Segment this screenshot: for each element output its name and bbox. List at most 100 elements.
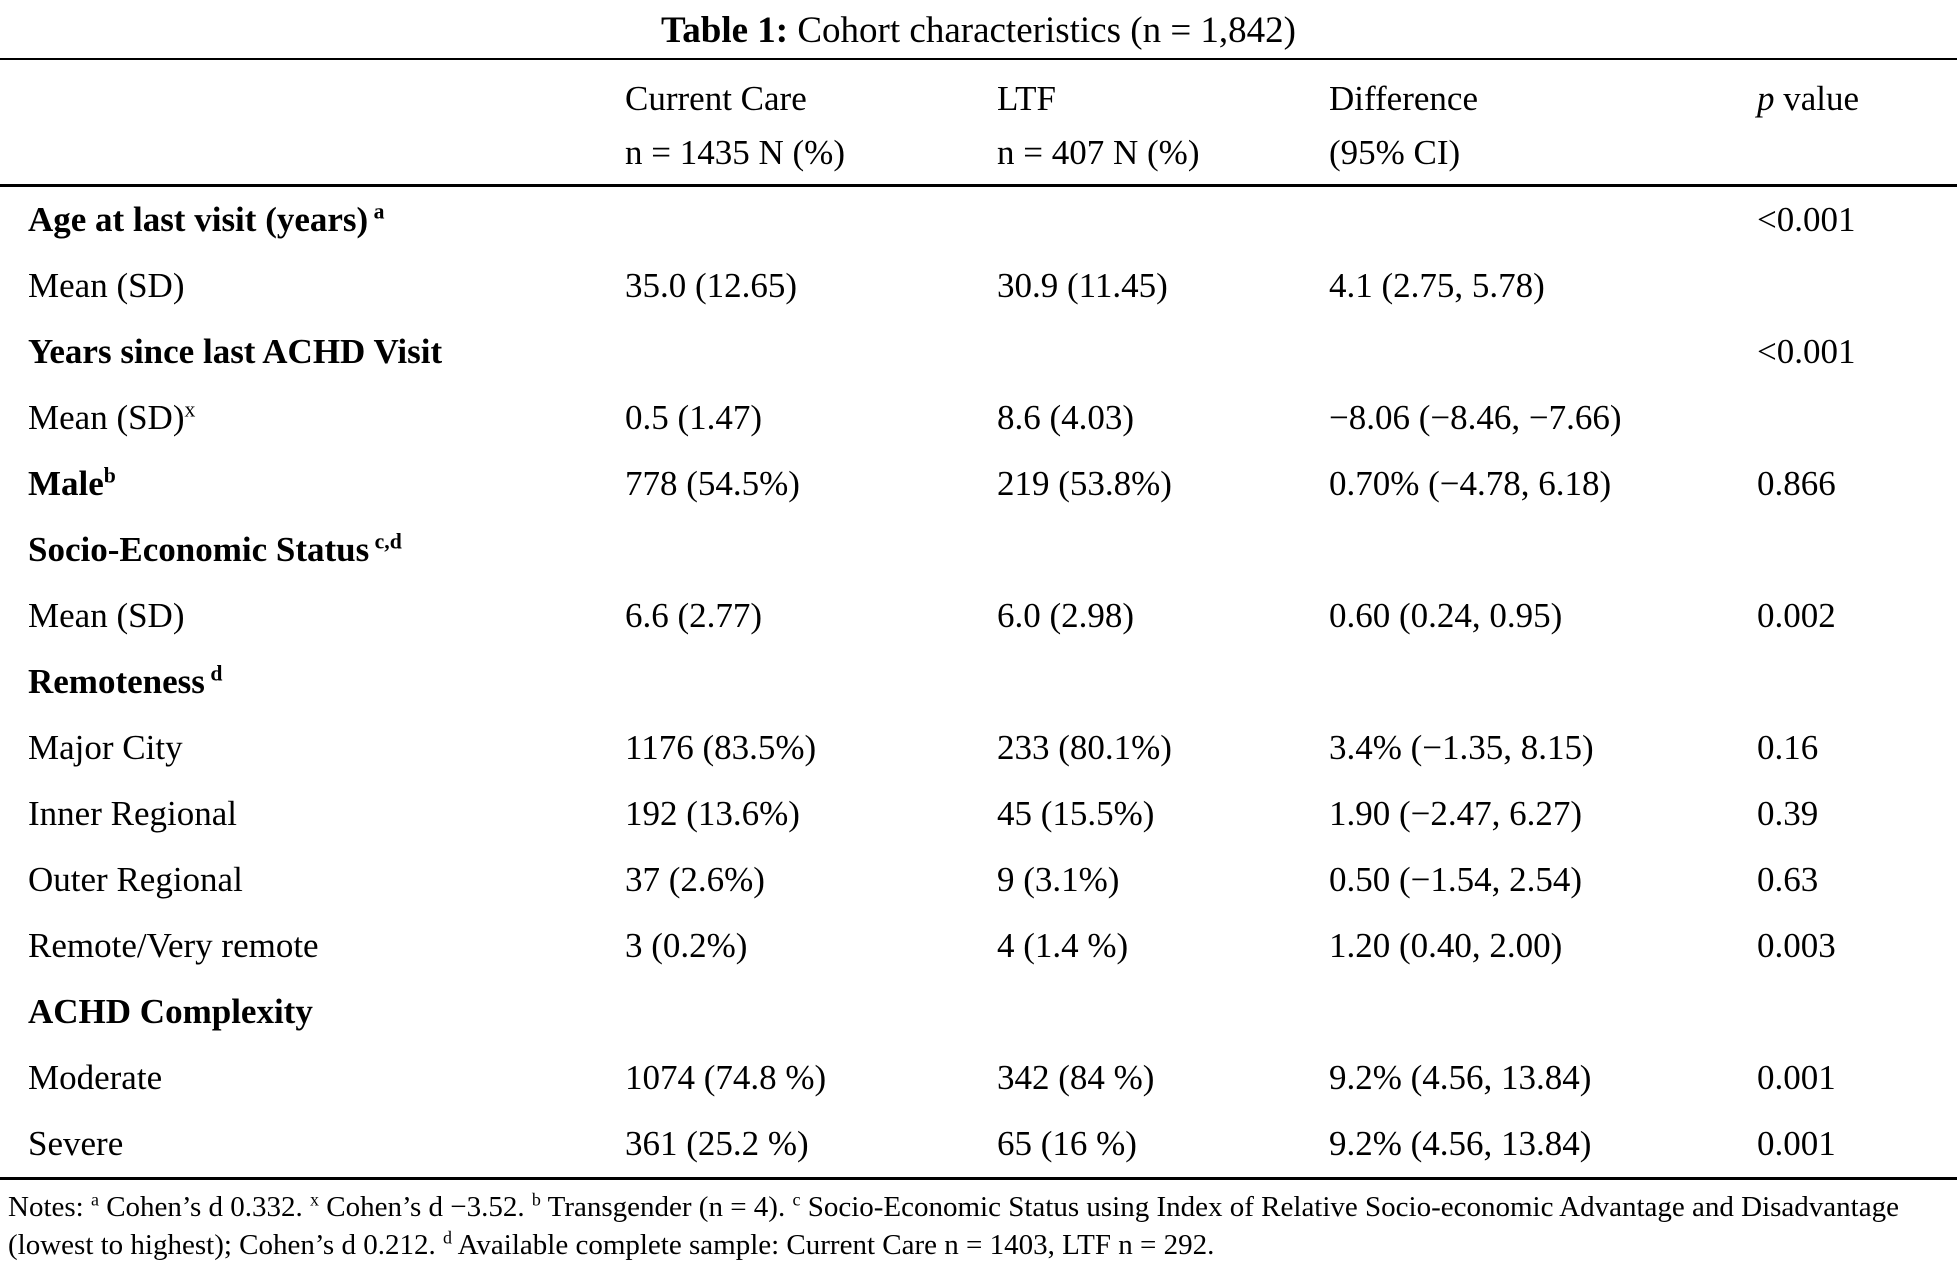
table-row: Major City 1176 (83.5%) 233 (80.1%) 3.4%… [0,715,1957,781]
table-row: ACHD Complexity [0,979,1957,1045]
cell-p-value: <0.001 [1757,332,1856,371]
cell-p-value: 0.63 [1757,860,1819,899]
notes-superscript: b [531,1189,541,1210]
notes-text: Cohen’s d −3.52. [319,1191,532,1223]
cell-ltf [997,187,1329,253]
row-label-text: Remoteness [28,662,205,701]
table-row: Moderate 1074 (74.8 %) 342 (84 %) 9.2% (… [0,1045,1957,1111]
cell-p-value [1757,979,1957,1045]
cell-p-value: 0.866 [1757,464,1836,503]
header-p-italic: p [1757,79,1775,118]
header-empty-cell [0,72,625,184]
row-label: Mean (SD) [0,253,625,319]
cell-p-value: 0.001 [1757,1058,1836,1097]
notes-superscript: c [792,1189,801,1210]
cell-ltf: 45 (15.5%) [997,794,1155,833]
row-label-text: ACHD Complexity [28,992,313,1031]
row-label-text: Outer Regional [28,860,243,899]
table-row: Mean (SD) 6.6 (2.77) 6.0 (2.98) 0.60 (0.… [0,583,1957,649]
header-rule [0,184,1957,187]
notes-text: Notes: [8,1191,91,1223]
cell-p-value: 0.39 [1757,794,1819,833]
row-label: Outer Regional [0,847,625,913]
row-label: Mean (SD)x [0,385,625,451]
cell-difference: 3.4% (−1.35, 8.15) [1329,728,1594,767]
cell-difference: 4.1 (2.75, 5.78) [1329,266,1545,305]
cell-difference [1329,517,1757,583]
cell-ltf: 219 (53.8%) [997,464,1172,503]
header-difference-line2: (95% CI) [1329,133,1461,172]
row-label-text: Years since last ACHD Visit [28,332,443,371]
row-label: Major City [0,715,625,781]
superscript: x [184,397,196,422]
row-label-text: Major City [28,728,183,767]
table-row: Inner Regional 192 (13.6%) 45 (15.5%) 1.… [0,781,1957,847]
header-ltf: LTF n = 407 N (%) [997,72,1329,184]
row-label: Maleb [0,451,625,517]
table-row: Age at last visit (years) a <0.001 [0,187,1957,253]
header-p-value-line: p value [1757,72,1957,126]
cell-difference: −8.06 (−8.46, −7.66) [1329,398,1622,437]
row-label-text: Moderate [28,1058,163,1097]
cell-current-care: 1176 (83.5%) [625,728,817,767]
row-label: Mean (SD) [0,583,625,649]
table-row: Remote/Very remote 3 (0.2%) 4 (1.4 %) 1.… [0,913,1957,979]
notes-superscript: d [442,1227,452,1248]
superscript: c,d [369,529,402,554]
row-label: ACHD Complexity [0,979,625,1045]
row-label-text: Mean (SD) [28,398,185,437]
superscript: a [368,199,385,224]
row-label: Moderate [0,1045,625,1111]
table-row: Maleb 778 (54.5%) 219 (53.8%) 0.70% (−4.… [0,451,1957,517]
table-row: Years since last ACHD Visit <0.001 [0,319,1957,385]
cell-ltf [997,319,1329,385]
table-body: Age at last visit (years) a <0.001 Mean … [0,187,1957,1177]
cell-difference [1329,319,1757,385]
cell-current-care: 37 (2.6%) [625,860,765,899]
cell-current-care [625,517,997,583]
cell-difference: 9.2% (4.56, 13.84) [1329,1058,1592,1097]
header-difference: Difference (95% CI) [1329,72,1757,184]
table-title: Table 1: Cohort characteristics (n = 1,8… [0,0,1957,58]
row-label-text: Inner Regional [28,794,237,833]
cell-p-value [1757,385,1957,451]
cell-current-care: 6.6 (2.77) [625,596,763,635]
table-title-text: Cohort characteristics (n = 1,842) [788,10,1297,51]
cell-current-care [625,979,997,1045]
row-label-text: Severe [28,1124,124,1163]
row-label: Inner Regional [0,781,625,847]
cell-ltf: 30.9 (11.45) [997,266,1168,305]
table-header-row: Current Care n = 1435 N (%) LTF n = 407 … [0,60,1957,184]
cell-difference: 0.50 (−1.54, 2.54) [1329,860,1583,899]
superscript: d [204,661,223,686]
cell-ltf: 8.6 (4.03) [997,398,1135,437]
header-p-rest: value [1774,79,1860,118]
cell-current-care: 778 (54.5%) [625,464,800,503]
row-label-text: Male [28,464,104,503]
row-label: Socio-Economic Status c,d [0,517,625,583]
header-p-value: p value [1757,72,1957,184]
notes-text: Cohen’s d 0.332. [98,1191,311,1223]
cell-difference: 9.2% (4.56, 13.84) [1329,1124,1592,1163]
cell-difference: 0.60 (0.24, 0.95) [1329,596,1563,635]
cell-difference [1329,649,1757,715]
table-notes: Notes: a Cohen’s d 0.332. x Cohen’s d −3… [0,1180,1957,1264]
cell-p-value [1757,253,1957,319]
header-current-care: Current Care n = 1435 N (%) [625,72,997,184]
table-row: Outer Regional 37 (2.6%) 9 (3.1%) 0.50 (… [0,847,1957,913]
cell-difference: 0.70% (−4.78, 6.18) [1329,464,1612,503]
cell-p-value: <0.001 [1757,200,1856,239]
bottom-rule [0,1177,1957,1180]
cell-ltf [997,979,1329,1045]
cell-difference: 1.90 (−2.47, 6.27) [1329,794,1583,833]
cell-current-care: 1074 (74.8 %) [625,1058,827,1097]
cell-current-care: 35.0 (12.65) [625,266,798,305]
cell-p-value: 0.002 [1757,596,1836,635]
table-title-label: Table 1: [660,10,789,51]
row-label: Years since last ACHD Visit [0,319,625,385]
cell-current-care [625,187,997,253]
row-label-text: Mean (SD) [28,596,185,635]
cell-current-care: 192 (13.6%) [625,794,800,833]
table-row: Mean (SD) 35.0 (12.65) 30.9 (11.45) 4.1 … [0,253,1957,319]
